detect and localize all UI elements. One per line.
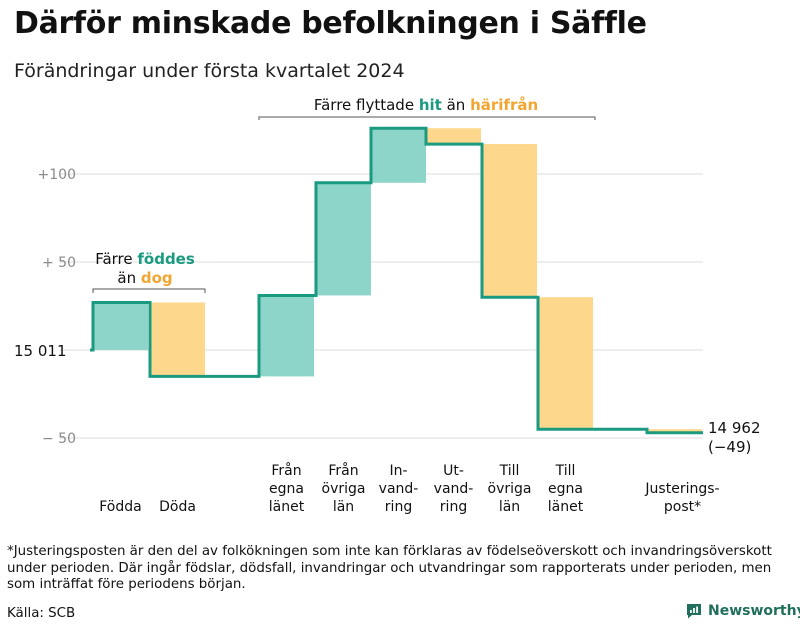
start-value-label: 15 011 bbox=[14, 342, 67, 360]
y-tick-label: − 50 bbox=[42, 431, 76, 447]
y-tick-label: + 50 bbox=[42, 255, 76, 271]
category-label: Döda bbox=[159, 499, 196, 515]
bar-till-egna-länet bbox=[538, 297, 593, 430]
category-label: Från egna länet bbox=[269, 462, 305, 515]
bar-döda bbox=[150, 302, 205, 377]
source-label: Källa: SCB bbox=[7, 606, 76, 621]
category-label: Till övriga län bbox=[488, 463, 532, 515]
bar-utvandring bbox=[426, 128, 481, 145]
annotation-births-line2: än dog bbox=[117, 269, 172, 287]
category-label: Till egna länet bbox=[548, 463, 584, 515]
end-value-label: 14 962 bbox=[708, 419, 761, 437]
bar-från-övriga-län bbox=[316, 182, 371, 296]
waterfall-chart: +100 + 50 − 50 Födda Döda Från egna länet Från öv… bbox=[14, 96, 761, 515]
category-label: Justerings-post* bbox=[644, 481, 719, 515]
bar-invandring bbox=[371, 128, 426, 183]
chart-title: Därför minskade befolkningen i Säffle bbox=[14, 6, 647, 41]
category-label: In-vand-ring bbox=[379, 463, 419, 515]
annotation-moves-bracket bbox=[258, 116, 596, 120]
footnote: *Justeringsposten är den del av folkökni… bbox=[7, 544, 772, 592]
newsworthy-logo-icon bbox=[687, 604, 701, 619]
brand-logo: Newsworthy bbox=[686, 603, 800, 619]
level-step-line bbox=[90, 126, 703, 435]
bar-födda bbox=[93, 302, 148, 350]
y-tick-label: +100 bbox=[38, 167, 76, 183]
bar-till-övriga-län bbox=[482, 144, 537, 298]
category-label: Från övriga län bbox=[322, 462, 366, 515]
brand-name: Newsworthy bbox=[708, 603, 800, 619]
bar-från-egna-länet bbox=[259, 295, 314, 377]
category-label: Födda bbox=[99, 499, 141, 515]
chart-subtitle: Förändringar under första kvartalet 2024 bbox=[14, 60, 405, 82]
category-label: Ut-vand-ring bbox=[434, 463, 474, 515]
end-change-label: (−49) bbox=[708, 438, 751, 456]
annotation-births-bracket bbox=[92, 288, 206, 293]
annotation-moves-line: Färre flyttade hit än härifrån bbox=[314, 96, 538, 114]
annotation-births-line1: Färre föddes bbox=[95, 250, 195, 268]
bar-justeringspost- bbox=[647, 429, 702, 433]
